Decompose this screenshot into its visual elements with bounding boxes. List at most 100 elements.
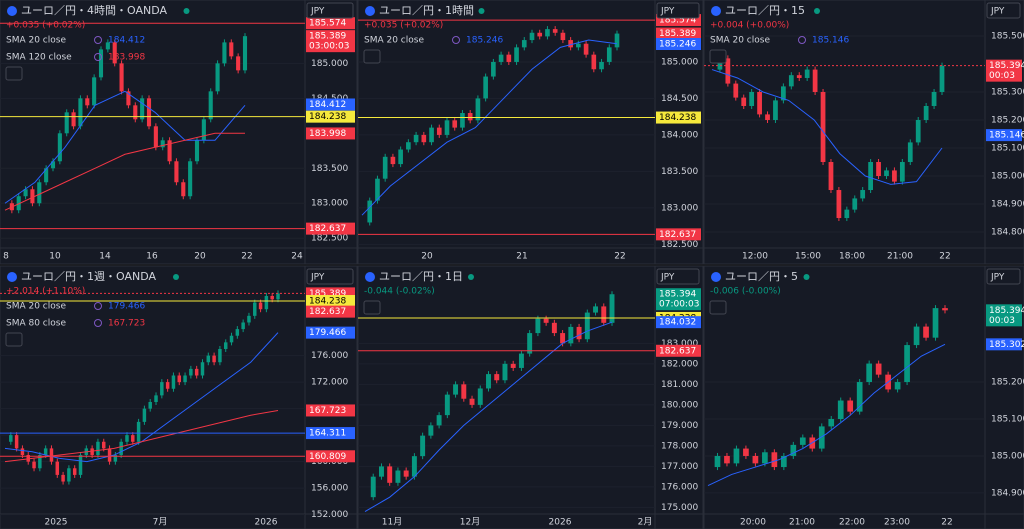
candle (78, 455, 83, 475)
indicator-settings[interactable] (94, 302, 102, 310)
symbol[interactable]: ユーロ／円・5 (725, 270, 798, 283)
candle (264, 295, 269, 310)
candle (852, 198, 858, 210)
candle (856, 382, 863, 412)
candle (591, 54, 597, 70)
y-tick-label: 177.000 (661, 462, 698, 472)
indicator-settings[interactable] (94, 53, 102, 61)
collapse-button[interactable] (709, 300, 727, 315)
y-tick-label: 152.000 (311, 510, 348, 520)
currency[interactable]: JPY (990, 273, 1005, 283)
candle (160, 140, 165, 148)
candle (844, 209, 850, 219)
price-tag (306, 450, 355, 463)
y-tick-label: 176.000 (311, 351, 348, 361)
candle (762, 452, 768, 464)
x-tick-label: 7月 (153, 517, 168, 528)
candle (884, 170, 889, 177)
change: -0.044 (-0.02%) (364, 287, 435, 297)
currency[interactable]: JPY (660, 7, 675, 17)
symbol[interactable]: ユーロ／円・4時間・OANDA (21, 4, 167, 17)
candle (453, 384, 459, 395)
candle (939, 65, 945, 92)
candle (568, 40, 573, 48)
currency-box[interactable] (656, 268, 700, 285)
candle (498, 54, 504, 62)
y-tick-label: 184.000 (661, 130, 698, 140)
candle (165, 382, 170, 389)
indicator-label: SMA 20 close (364, 36, 424, 46)
candle (167, 140, 172, 162)
candle (836, 190, 842, 219)
currency-box[interactable] (986, 2, 1021, 19)
price-tag (986, 129, 1022, 142)
candle (765, 114, 770, 120)
price-tag (306, 17, 355, 30)
candle (153, 126, 158, 148)
candle (215, 63, 220, 92)
collapse-button[interactable] (5, 66, 23, 81)
candle (55, 461, 60, 475)
candle (781, 86, 786, 101)
symbol[interactable]: ユーロ／円・1日 (379, 270, 463, 283)
x-tick-label: 22 (614, 252, 625, 262)
y-tick-label: 185.000 (991, 172, 1024, 182)
currency[interactable]: JPY (310, 7, 325, 17)
x-tick-label: 21:00 (887, 252, 913, 262)
y-tick-label: 185.100 (991, 415, 1024, 425)
candle (23, 189, 28, 197)
candle (421, 134, 427, 143)
candle (201, 119, 206, 141)
price-tag-countdown: 07:00:03 (659, 300, 699, 310)
candle (148, 402, 152, 409)
currency[interactable]: JPY (660, 273, 675, 283)
candle (107, 448, 112, 462)
collapse-button[interactable] (709, 49, 727, 64)
price-tag-label: 182.637 (659, 346, 696, 356)
candle (568, 326, 574, 344)
price-tag-countdown: 00:03 (989, 316, 1015, 326)
candle (614, 33, 620, 48)
currency-box[interactable] (986, 268, 1021, 285)
candle (868, 162, 873, 191)
x-tick-label: 2025 (45, 518, 68, 528)
candle (733, 83, 739, 98)
candle (67, 468, 71, 482)
symbol[interactable]: ユーロ／円・15 (725, 4, 805, 17)
collapse-button[interactable] (5, 332, 23, 347)
candle (543, 318, 549, 323)
currency-box[interactable] (306, 268, 354, 285)
indicator-value: 185.146 (812, 36, 849, 46)
symbol[interactable]: ユーロ／円・1週・OANDA (21, 270, 156, 283)
candle (477, 388, 483, 405)
price-tag (306, 305, 355, 318)
currency[interactable]: JPY (310, 273, 325, 283)
indicator-settings[interactable] (94, 36, 102, 44)
candle (98, 49, 104, 78)
collapse-button[interactable] (363, 300, 381, 315)
price-tag-label: 185.574 (309, 19, 346, 29)
indicator-settings[interactable] (452, 36, 460, 44)
candle (43, 448, 48, 456)
symbol[interactable]: ユーロ／円・1時間 (379, 4, 474, 17)
currency[interactable]: JPY (990, 7, 1005, 17)
y-tick-label: 179.000 (661, 421, 698, 431)
candle (229, 335, 234, 343)
price-tag-label: 184.238 (309, 112, 346, 122)
currency-box[interactable] (656, 2, 700, 19)
candle (796, 75, 802, 78)
x-tick-label: 2月 (638, 517, 653, 528)
candle (370, 476, 376, 498)
candle (923, 105, 929, 120)
y-tick-label: 182.500 (661, 240, 698, 250)
collapse-button[interactable] (363, 49, 381, 64)
currency-box[interactable] (306, 2, 354, 19)
indicator-settings[interactable] (94, 319, 102, 327)
candle (194, 368, 199, 376)
price-tag-label: 185.389 (659, 29, 696, 39)
indicator-settings[interactable] (798, 36, 806, 44)
candle (413, 134, 419, 143)
candle (126, 91, 131, 106)
x-tick-label: 21:00 (789, 518, 815, 528)
status-dot (478, 8, 485, 14)
